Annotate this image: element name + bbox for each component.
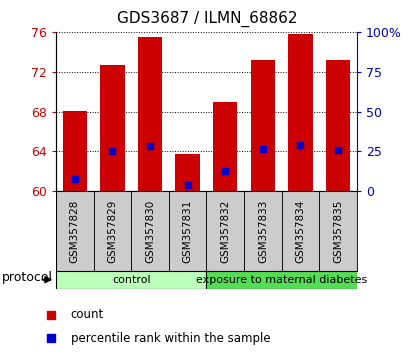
Bar [100, 65, 124, 191]
Bar [251, 60, 275, 191]
Text: GSM357834: GSM357834 [295, 199, 305, 263]
Text: GSM357829: GSM357829 [107, 199, 117, 263]
Bar [94, 191, 131, 271]
Bar [206, 191, 244, 271]
Text: GSM357832: GSM357832 [220, 199, 230, 263]
Bar [213, 102, 237, 191]
Bar [319, 191, 357, 271]
Text: GDS3687 / ILMN_68862: GDS3687 / ILMN_68862 [117, 11, 298, 27]
Bar [244, 191, 282, 271]
Bar [288, 34, 313, 191]
Text: protocol: protocol [2, 272, 53, 284]
Text: GSM357830: GSM357830 [145, 199, 155, 263]
Bar [63, 110, 87, 191]
Text: GSM357833: GSM357833 [258, 199, 268, 263]
Text: GSM357828: GSM357828 [70, 199, 80, 263]
Text: count: count [71, 308, 104, 321]
Bar [56, 191, 94, 271]
Text: GSM357831: GSM357831 [183, 199, 193, 263]
Text: control: control [112, 275, 151, 285]
Bar [138, 37, 162, 191]
Bar [326, 60, 350, 191]
Text: GSM357835: GSM357835 [333, 199, 343, 263]
Bar [169, 191, 206, 271]
Text: exposure to maternal diabetes: exposure to maternal diabetes [196, 275, 367, 285]
Bar [206, 271, 357, 289]
Bar [282, 191, 319, 271]
Bar [176, 154, 200, 191]
Bar [56, 271, 206, 289]
Text: percentile rank within the sample: percentile rank within the sample [71, 332, 270, 345]
Bar [131, 191, 169, 271]
